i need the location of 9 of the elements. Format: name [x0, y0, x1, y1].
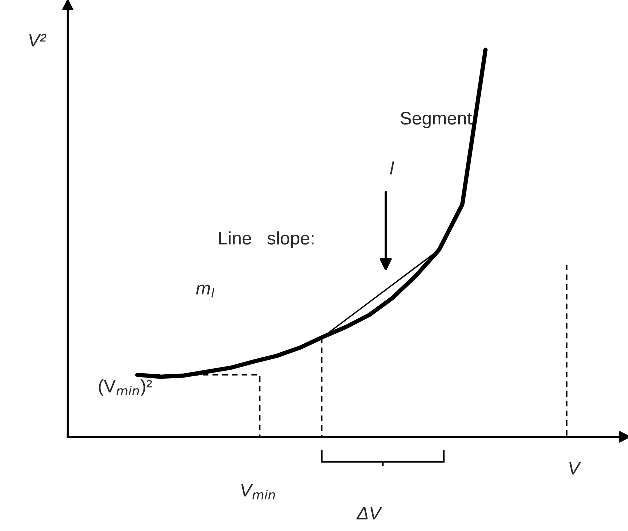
annotation: l [390, 162, 394, 175]
text: V² [30, 34, 47, 47]
text: V$_{min}$ [242, 484, 276, 500]
annotation: m$_{l}$ [196, 284, 215, 298]
annotation: Line slope: [219, 232, 314, 248]
text: V [570, 462, 582, 475]
annotation: Segment [400, 112, 472, 128]
annotation: (V$_{min}$)² [99, 380, 152, 396]
text: ΔV [356, 507, 383, 520]
